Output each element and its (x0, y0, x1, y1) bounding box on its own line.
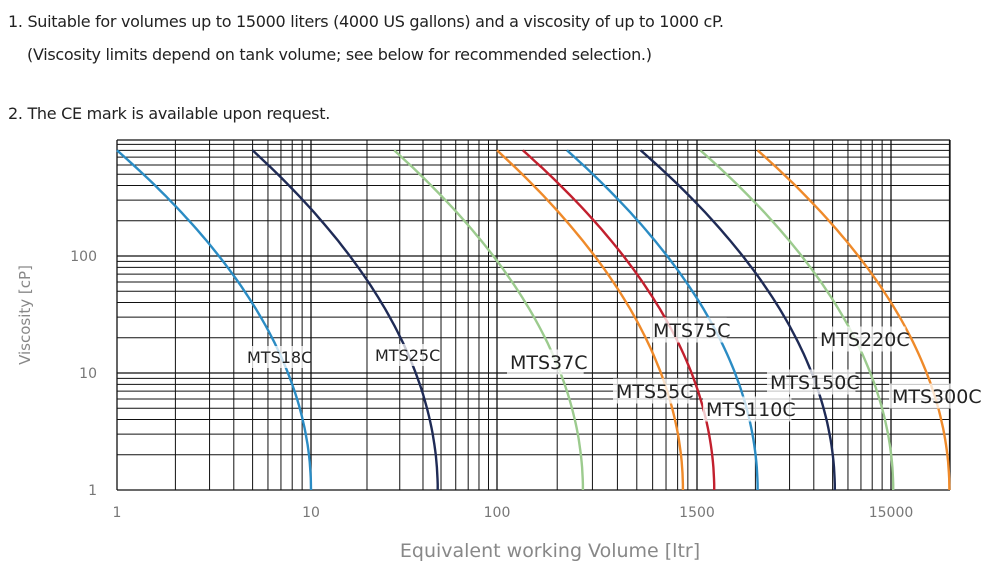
series-curve-mts37c (393, 149, 585, 490)
series-label-mts18c: MTS18C (247, 348, 312, 367)
note-2: 2. The CE mark is available upon request… (8, 104, 330, 123)
series-labels: MTS18C MTS25C MTS37C MTS55C MTS75C MTS110C MTS… (244, 317, 982, 422)
series-label-mts55c: MTS55C (616, 381, 694, 403)
series-label-mts110c: MTS110C (706, 399, 796, 421)
grid (116, 139, 951, 491)
y-axis-label: Viscosity [cP] (16, 265, 34, 365)
series-curve-mts300c (756, 149, 951, 491)
note-1-continuation: (Viscosity limits depend on tank volume;… (27, 45, 652, 64)
series-label-mts220c: MTS220C (820, 329, 910, 351)
series-curve-mts25c (251, 149, 439, 490)
series-label-bg (703, 396, 792, 422)
series-curves (116, 149, 951, 491)
series-label-bg (767, 369, 856, 395)
series-label-mts75c: MTS75C (653, 320, 731, 342)
x-tick-label: 10 (302, 505, 320, 521)
series-curve-mts220c (699, 149, 895, 490)
series-label-mts25c: MTS25C (375, 346, 440, 365)
x-tick-label: 100 (484, 505, 511, 521)
tick-labels: 1 10 100 1500 15000 1 10 100 (70, 249, 913, 521)
x-tick-label: 1500 (679, 505, 715, 521)
series-curve-mts55c (496, 149, 685, 490)
series-label-mts300c: MTS300C (892, 386, 982, 408)
series-label-bg (244, 346, 310, 368)
y-tick-label: 1 (88, 483, 97, 499)
series-label-bg (889, 383, 978, 409)
y-tick-label: 100 (70, 249, 97, 265)
series-label-bg (613, 378, 690, 404)
series-curve-mts150c (639, 149, 836, 490)
note-1: 1. Suitable for volumes up to 15000 lite… (8, 12, 724, 31)
series-label-bg (817, 326, 906, 352)
x-tick-label: 1 (113, 505, 122, 521)
series-label-bg (507, 349, 584, 375)
series-label-bg (650, 317, 727, 343)
y-tick-label: 10 (79, 366, 97, 382)
series-curve-mts18c (116, 149, 313, 491)
x-axis-label: Equivalent working Volume [ltr] (400, 540, 700, 562)
x-tick-label: 15000 (869, 505, 914, 521)
series-label-mts150c: MTS150C (770, 372, 860, 394)
series-label-bg (372, 344, 438, 366)
series-label-mts37c: MTS37C (510, 352, 588, 374)
